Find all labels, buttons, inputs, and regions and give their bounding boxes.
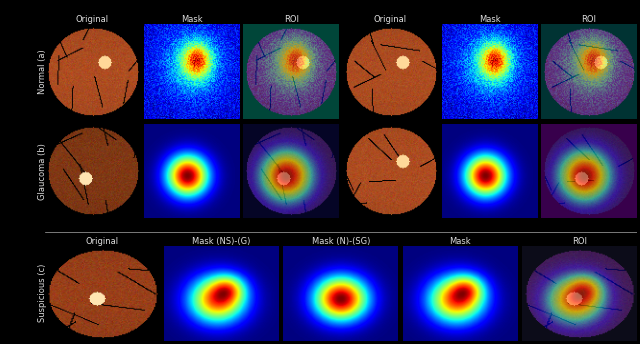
Title: ROI: ROI xyxy=(582,15,596,24)
Title: Mask (N)-(SG): Mask (N)-(SG) xyxy=(312,237,370,246)
Title: Original: Original xyxy=(86,237,119,246)
Title: Mask: Mask xyxy=(479,15,500,24)
Title: Mask (NS)-(G): Mask (NS)-(G) xyxy=(192,237,251,246)
Y-axis label: Normal (a): Normal (a) xyxy=(38,49,47,94)
Title: Original: Original xyxy=(374,15,407,24)
Y-axis label: Glaucoma (b): Glaucoma (b) xyxy=(38,143,47,200)
Title: Original: Original xyxy=(76,15,109,24)
Title: ROI: ROI xyxy=(572,237,587,246)
Title: Mask: Mask xyxy=(449,237,471,246)
Title: Mask: Mask xyxy=(181,15,203,24)
Title: ROI: ROI xyxy=(284,15,299,24)
Y-axis label: Suspicious (c): Suspicious (c) xyxy=(38,264,47,322)
